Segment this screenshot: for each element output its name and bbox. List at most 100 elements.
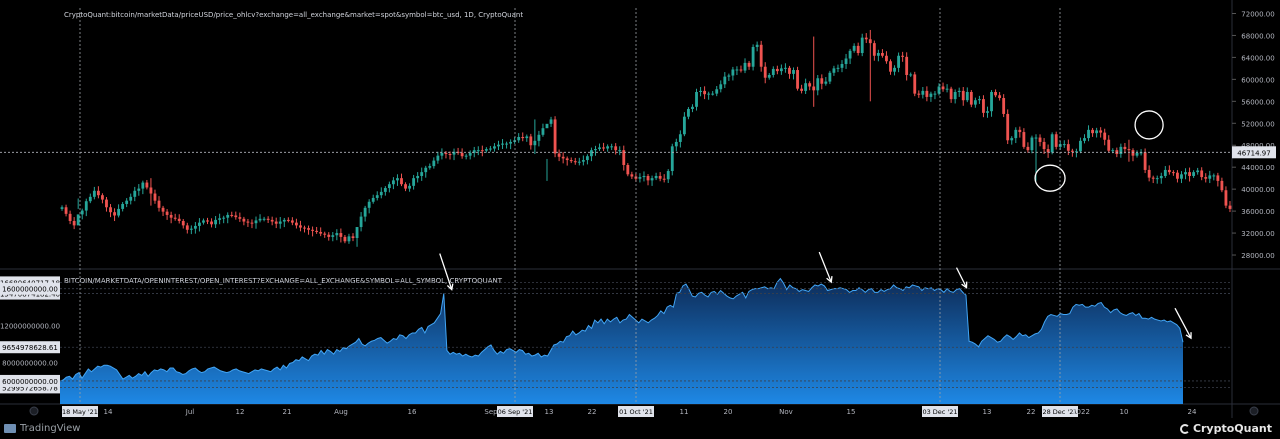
candle-body [214,219,218,225]
candle-body [218,218,222,220]
candle-body [529,136,533,146]
price-tick-label: 56000.00 [1241,98,1274,106]
candle-body [331,235,335,237]
scroll-left-button[interactable] [29,406,39,416]
candle-body [1192,172,1196,176]
candle-body [533,140,537,146]
candle-body [343,236,347,242]
candle-body [238,217,242,219]
candle-body [525,136,529,139]
candle-body [133,190,137,197]
candle-body [311,229,315,231]
candle-body [440,152,444,156]
candle-body [695,91,698,107]
candle-body [323,233,327,235]
candle-body [1022,132,1026,147]
candle-body [246,221,250,223]
candle-body [351,236,355,239]
candle-body [573,161,577,163]
candle-body [1155,178,1159,180]
candle-body [699,90,702,92]
candle-body [1159,175,1163,179]
price-tick-label: 28000.00 [1241,252,1274,260]
candle-body [72,220,76,226]
candle-body [1220,180,1224,191]
candle-body [117,208,121,216]
candle-body [735,69,739,71]
candle-body [977,99,981,101]
candle-body [84,201,88,211]
candle-body [541,128,545,135]
candle-body [852,45,856,51]
candle-body [181,220,185,226]
candle-body [666,171,670,180]
tradingview-logo[interactable]: TradingView [4,423,80,434]
candle-body [711,93,715,95]
candle-body [105,199,108,208]
candle-body [687,109,690,117]
candle-body [1103,132,1107,140]
date-badge [497,406,533,417]
candle-body [488,148,492,150]
candle-body [1171,172,1175,174]
time-tick-label: 22 [588,408,597,416]
candle-body [137,188,141,191]
candle-body [497,144,500,147]
time-tick-label: 11 [680,408,689,416]
candle-body [565,158,569,161]
candle-body [1083,138,1086,141]
oi-level-label: 6000000000.00 [2,378,58,386]
candle-body [1127,149,1131,151]
candle-body [856,45,860,54]
candle-body [416,175,420,179]
oi-level-label: 5299572658.78 [2,384,58,392]
time-tick-label: 13 [545,408,554,416]
candle-body [371,197,375,202]
date-badge-label: 28 Dec '21 [1042,408,1077,416]
time-tick-label: 10 [1120,408,1129,416]
candle-body [464,155,468,157]
price-tick-label: 40000.00 [1241,186,1274,194]
date-badge [922,406,958,417]
candle-body [509,141,513,144]
price-tick-label: 52000.00 [1241,120,1274,128]
candle-body [973,100,977,105]
candle-body [1062,144,1066,146]
candle-body [1139,152,1143,154]
candle-body [792,70,795,74]
candle-body [860,37,864,54]
annotation-ellipse-dec03 [1034,164,1066,192]
candle-body [383,188,387,192]
candle-body [654,175,658,179]
time-tick-label: 15 [847,408,856,416]
time-tick-label: Aug [334,408,348,416]
candle-body [226,214,230,218]
candle-body [1216,175,1220,181]
candle-body [189,228,193,230]
candle-body [484,149,488,151]
candle-body [456,151,460,153]
candle-body [957,90,961,92]
candle-body [594,149,597,151]
candle-body [355,227,359,239]
price-tick-label: 36000.00 [1241,208,1274,216]
time-tick-label: 16 [408,408,417,416]
candle-body [1066,144,1070,151]
candle-body [387,184,391,189]
candle-body [157,200,161,208]
candle-body [80,210,84,215]
annotation-ellipse-dec28 [1134,110,1164,140]
cryptoquant-logo: CryptoQuant [1179,422,1272,435]
candle-body [771,68,775,75]
candle-body [1184,172,1187,175]
candle-body [432,160,436,167]
candle-body [1018,129,1022,133]
auto-scale-button[interactable] [1249,406,1259,416]
date-badge-label: 01 Oct '21 [619,408,653,416]
candle-body [569,160,573,162]
candle-body [824,81,828,84]
candle-body [339,233,343,237]
candle-body [751,46,755,67]
candle-body [169,214,173,218]
